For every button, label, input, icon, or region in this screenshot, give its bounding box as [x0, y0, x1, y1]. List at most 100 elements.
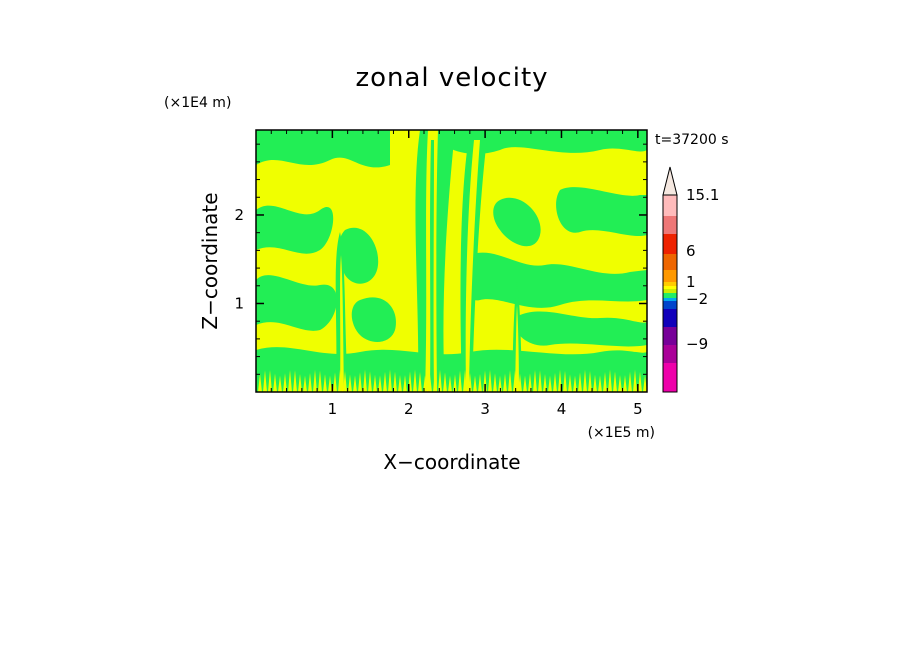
striation — [303, 375, 307, 392]
striation — [258, 373, 262, 392]
striation — [423, 375, 427, 392]
striation — [583, 369, 587, 392]
striation — [343, 370, 347, 392]
striation — [473, 375, 477, 392]
colorbar-segment — [663, 270, 677, 282]
x-tick-label: 5 — [633, 400, 643, 418]
striation — [603, 371, 607, 392]
striation — [298, 373, 302, 392]
contour-field — [256, 130, 647, 392]
striation — [293, 370, 297, 392]
striation — [483, 370, 487, 392]
x-tick-label: 4 — [557, 400, 567, 418]
striation — [463, 369, 467, 392]
striation — [273, 373, 277, 392]
striation — [438, 369, 442, 392]
striation — [283, 373, 287, 392]
striation — [433, 370, 437, 392]
striation — [588, 371, 592, 392]
y-axis-label: Z−coordinate — [198, 192, 222, 329]
colorbar-label: −2 — [686, 290, 708, 308]
striation — [633, 369, 637, 392]
colorbar-segment — [663, 301, 677, 309]
striation — [488, 369, 492, 392]
striation — [338, 369, 342, 392]
striation — [288, 369, 292, 392]
colorbar-segment — [663, 363, 677, 392]
striation — [458, 370, 462, 392]
chart-title: zonal velocity — [355, 63, 548, 93]
positive-region — [256, 130, 647, 392]
colorbar-segment — [663, 309, 677, 327]
striation — [403, 374, 407, 392]
colorbar-segment — [663, 293, 677, 298]
striation — [623, 374, 627, 392]
striation — [608, 369, 612, 392]
striation — [638, 371, 642, 392]
striation — [563, 370, 567, 392]
striation — [498, 375, 502, 392]
x-tick-label: 2 — [404, 400, 414, 418]
striation — [453, 374, 457, 392]
y-axis: 12 — [234, 143, 647, 375]
striation — [383, 371, 387, 392]
colorbar-label: −9 — [686, 335, 708, 353]
colorbar-frame — [662, 194, 678, 393]
x-axis: 1 2 3 4 5 — [270, 130, 643, 418]
striation — [263, 370, 267, 392]
striation — [553, 372, 557, 392]
striation — [358, 372, 362, 392]
colorbar-label: 6 — [686, 242, 696, 260]
colorbar-label: 15.1 — [686, 186, 719, 204]
colorbar-segment — [663, 282, 677, 286]
colorbar-segment — [663, 216, 677, 234]
colorbar-segment — [663, 234, 677, 254]
striation — [378, 375, 382, 392]
time-label: t=37200 s — [655, 132, 729, 148]
striation — [413, 369, 417, 392]
striation — [398, 375, 402, 392]
striation — [368, 371, 372, 392]
striation — [543, 373, 547, 392]
striation — [428, 374, 432, 392]
striation — [523, 375, 527, 392]
x-scale-note: (×1E5 m) — [588, 425, 655, 441]
striation — [468, 372, 472, 392]
striation — [573, 375, 577, 392]
striation — [448, 375, 452, 392]
striation — [538, 370, 542, 392]
striation — [628, 371, 632, 392]
striation — [643, 375, 647, 392]
striation — [618, 374, 622, 392]
colorbar-label: 1 — [686, 273, 696, 291]
striation — [508, 370, 512, 392]
x-tick-label: 1 — [328, 400, 338, 418]
striation — [578, 372, 582, 392]
plot-frame — [255, 129, 648, 393]
striation — [418, 372, 422, 392]
colorbar-segment — [663, 298, 677, 301]
striation — [313, 369, 317, 392]
colorbar-segment — [663, 195, 677, 216]
striation — [333, 372, 337, 392]
jet-plumes — [335, 130, 522, 392]
striation — [393, 371, 397, 392]
striation — [503, 373, 507, 392]
striation — [323, 374, 327, 392]
colorbar-max-arrow — [662, 166, 678, 196]
x-axis-label: X−coordinate — [383, 450, 520, 474]
striation — [328, 375, 332, 392]
striation — [518, 373, 522, 392]
striation — [268, 370, 272, 392]
y-tick-label: 1 — [234, 294, 244, 312]
striation — [613, 371, 617, 392]
striation — [548, 375, 552, 392]
striation — [598, 375, 602, 392]
striation — [363, 369, 367, 392]
colorbar-segment — [663, 327, 677, 345]
striation — [528, 373, 532, 392]
x-tick-label: 3 — [480, 400, 490, 418]
striation — [513, 370, 517, 392]
colorbar-segment — [663, 345, 677, 363]
